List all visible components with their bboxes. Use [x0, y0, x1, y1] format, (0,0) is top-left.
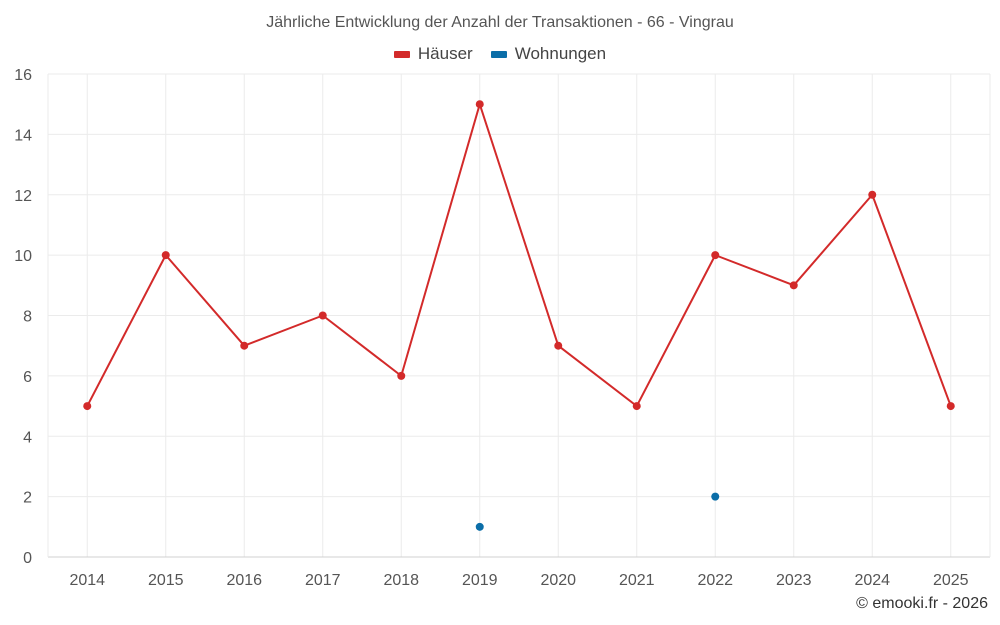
- legend-label-wohnungen: Wohnungen: [514, 44, 607, 63]
- data-point-haeuser: [240, 341, 249, 350]
- x-tick-label: 2018: [383, 572, 419, 589]
- y-tick-label: 14: [14, 127, 32, 144]
- x-tick-label: 2019: [462, 572, 498, 589]
- x-tick-label: 2024: [854, 572, 890, 589]
- data-point-wohnungen: [475, 522, 484, 531]
- y-tick-label: 10: [14, 248, 32, 265]
- data-point-haeuser: [475, 100, 484, 109]
- y-tick-label: 16: [14, 67, 32, 84]
- data-point-haeuser: [946, 402, 955, 411]
- x-tick-label: 2021: [619, 572, 655, 589]
- legend-swatch-haeuser: [393, 50, 410, 58]
- chart-title: Jährliche Entwicklung der Anzahl der Tra…: [266, 14, 734, 31]
- data-point-haeuser: [711, 251, 720, 260]
- data-point-haeuser: [397, 371, 406, 380]
- data-point-wohnungen: [711, 492, 720, 501]
- y-tick-label: 6: [23, 369, 32, 386]
- data-point-haeuser: [789, 281, 798, 290]
- data-point-haeuser: [83, 402, 92, 411]
- data-point-haeuser: [554, 341, 563, 350]
- data-point-haeuser: [318, 311, 327, 320]
- credit-text: © emooki.fr - 2026: [856, 595, 988, 612]
- x-tick-label: 2014: [69, 572, 105, 589]
- x-tick-label: 2016: [226, 572, 262, 589]
- legend-swatch-wohnungen: [490, 50, 507, 58]
- data-point-haeuser: [632, 402, 641, 411]
- x-tick-label: 2025: [933, 572, 969, 589]
- y-tick-label: 4: [23, 429, 32, 446]
- x-tick-label: 2017: [305, 572, 341, 589]
- x-tick-label: 2023: [776, 572, 812, 589]
- y-tick-label: 8: [23, 309, 32, 326]
- series-line-haeuser: [86, 103, 952, 408]
- data-point-haeuser: [161, 251, 170, 260]
- legend-item-wohnungen[interactable]: Wohnungen: [490, 44, 607, 64]
- x-tick-label: 2020: [540, 572, 576, 589]
- x-tick-label: 2022: [697, 572, 733, 589]
- x-tick-label: 2015: [148, 572, 184, 589]
- y-tick-label: 12: [14, 188, 32, 205]
- y-tick-label: 2: [23, 490, 32, 507]
- legend: Häuser Wohnungen: [0, 44, 1000, 64]
- legend-label-haeuser: Häuser: [417, 44, 473, 63]
- y-tick-label: 0: [23, 550, 32, 567]
- legend-item-haeuser[interactable]: Häuser: [393, 44, 473, 64]
- data-point-haeuser: [868, 190, 877, 199]
